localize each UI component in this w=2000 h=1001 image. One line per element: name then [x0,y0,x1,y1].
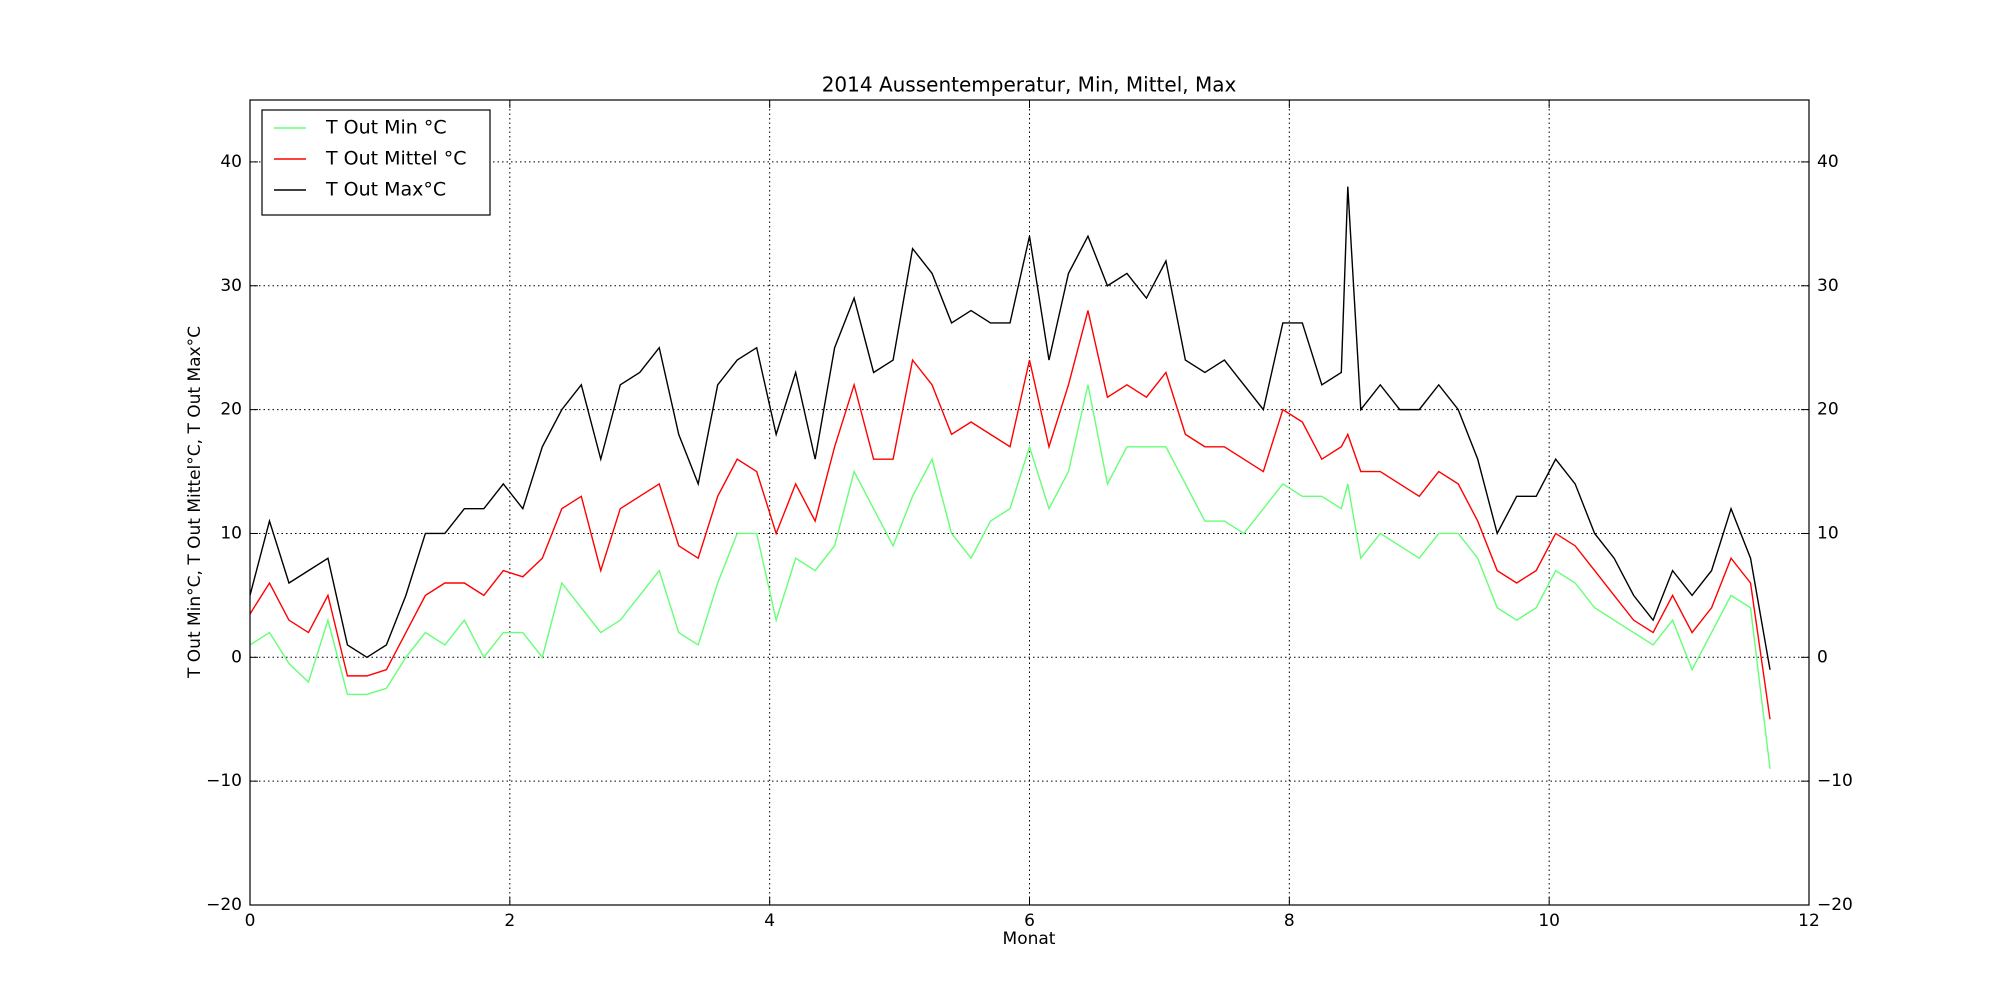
y2-tick-label: 20 [1817,400,1839,420]
legend-label: T Out Mittel °C [325,148,466,170]
y2-tick-label: −10 [1817,771,1853,791]
x-tick-label: 6 [1024,911,1035,931]
y2-tick-label: 10 [1817,523,1839,543]
y-tick-label: −10 [206,771,242,791]
x-tick-label: 8 [1284,911,1295,931]
chart-title: 2014 Aussentemperatur, Min, Mittel, Max [822,73,1237,97]
y2-tick-label: 0 [1817,647,1828,667]
x-tick-label: 10 [1538,911,1560,931]
plot-frame [249,99,1810,906]
x-tick-label: 2 [504,911,515,931]
series-line [249,384,1771,769]
legend-label: T Out Max°C [325,179,446,201]
y-axis-label: T Out Min°C, T Out Mittel°C, T Out Max°C [185,326,205,679]
y-tick-label: 20 [220,400,242,420]
x-tick-label: 4 [764,911,775,931]
y2-tick-label: −20 [1817,895,1853,915]
y-tick-label: −20 [206,895,242,915]
y-tick-label: 40 [220,152,242,172]
y-tick-label: 30 [220,276,242,296]
y-tick-label: 0 [231,647,242,667]
y2-tick-label: 40 [1817,152,1839,172]
y-tick-label: 10 [220,523,242,543]
series-line [249,186,1771,670]
y2-tick-label: 30 [1817,276,1839,296]
series-line [249,310,1771,720]
x-tick-label: 0 [245,911,256,931]
x-tick-label: 12 [1798,911,1820,931]
legend-label: T Out Min °C [325,117,447,139]
x-axis-label: Monat [1003,929,1056,949]
